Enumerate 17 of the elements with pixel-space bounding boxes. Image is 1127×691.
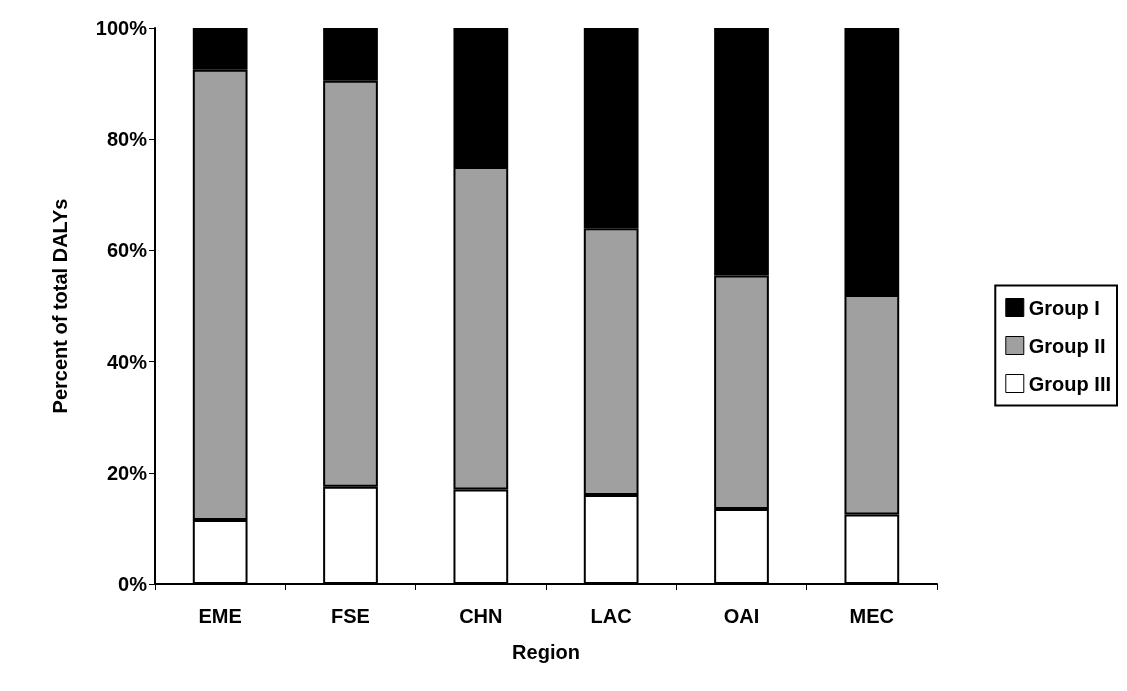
- x-tick-label: MEC: [849, 605, 895, 627]
- y-tick-label: 60%: [106, 239, 148, 262]
- legend-label: Group III: [1028, 372, 1111, 395]
- y-tick-label: 40%: [106, 350, 148, 373]
- legend-label: Group I: [1028, 296, 1100, 319]
- x-tick-label: EME: [198, 605, 242, 627]
- x-tick-label: LAC: [590, 605, 632, 627]
- x-tick-label: CHN: [459, 605, 503, 627]
- x-axis-title: Region: [512, 641, 580, 663]
- x-tick-label: OAI: [723, 605, 760, 627]
- legend-label: Group II: [1028, 334, 1106, 357]
- x-tick-label: FSE: [331, 605, 370, 627]
- y-axis-title: Percent of total DALYs: [49, 198, 71, 414]
- y-tick-label: 20%: [106, 461, 148, 484]
- y-tick-label: 80%: [106, 128, 148, 151]
- y-tick-label: 0%: [118, 573, 148, 595]
- y-tick-label: 100%: [95, 17, 148, 39]
